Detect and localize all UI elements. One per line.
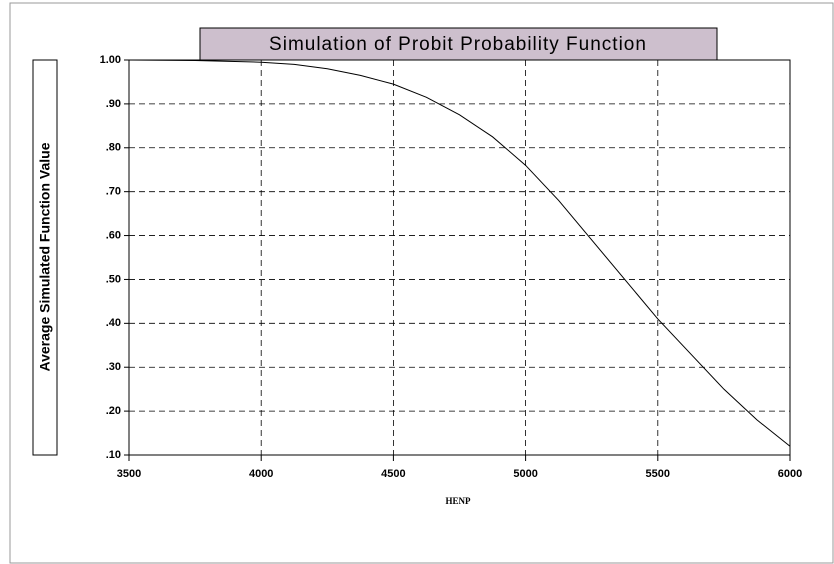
y-tick-label: .20 [106, 405, 121, 417]
y-tick-label: .60 [106, 229, 121, 241]
y-tick-label: 1.00 [100, 54, 121, 66]
x-tick-label: 3500 [117, 468, 141, 480]
title-box [199, 27, 718, 61]
x-tick-label: 5000 [513, 468, 537, 480]
line-series [128, 59, 791, 447]
y-label-box [32, 59, 58, 456]
y-tick-label: .90 [106, 98, 121, 110]
y-tick-label: .50 [106, 273, 121, 285]
y-tick-label: .70 [106, 186, 121, 198]
x-tick-label: 4000 [249, 468, 273, 480]
y-tick-label: .30 [106, 361, 121, 373]
x-axis-label: HENP [445, 496, 471, 506]
chart-title: Simulation of Probit Probability Functio… [269, 34, 647, 55]
x-tick-label: 4500 [381, 468, 405, 480]
y-tick-label: .10 [106, 449, 121, 461]
plot-area [128, 59, 791, 456]
y-axis-label: Average Simulated Function Value [37, 142, 53, 371]
x-tick-label: 6000 [778, 468, 802, 480]
y-tick-label: .80 [106, 142, 121, 154]
x-tick-label: 5500 [646, 468, 670, 480]
y-tick-label: .40 [106, 317, 121, 329]
